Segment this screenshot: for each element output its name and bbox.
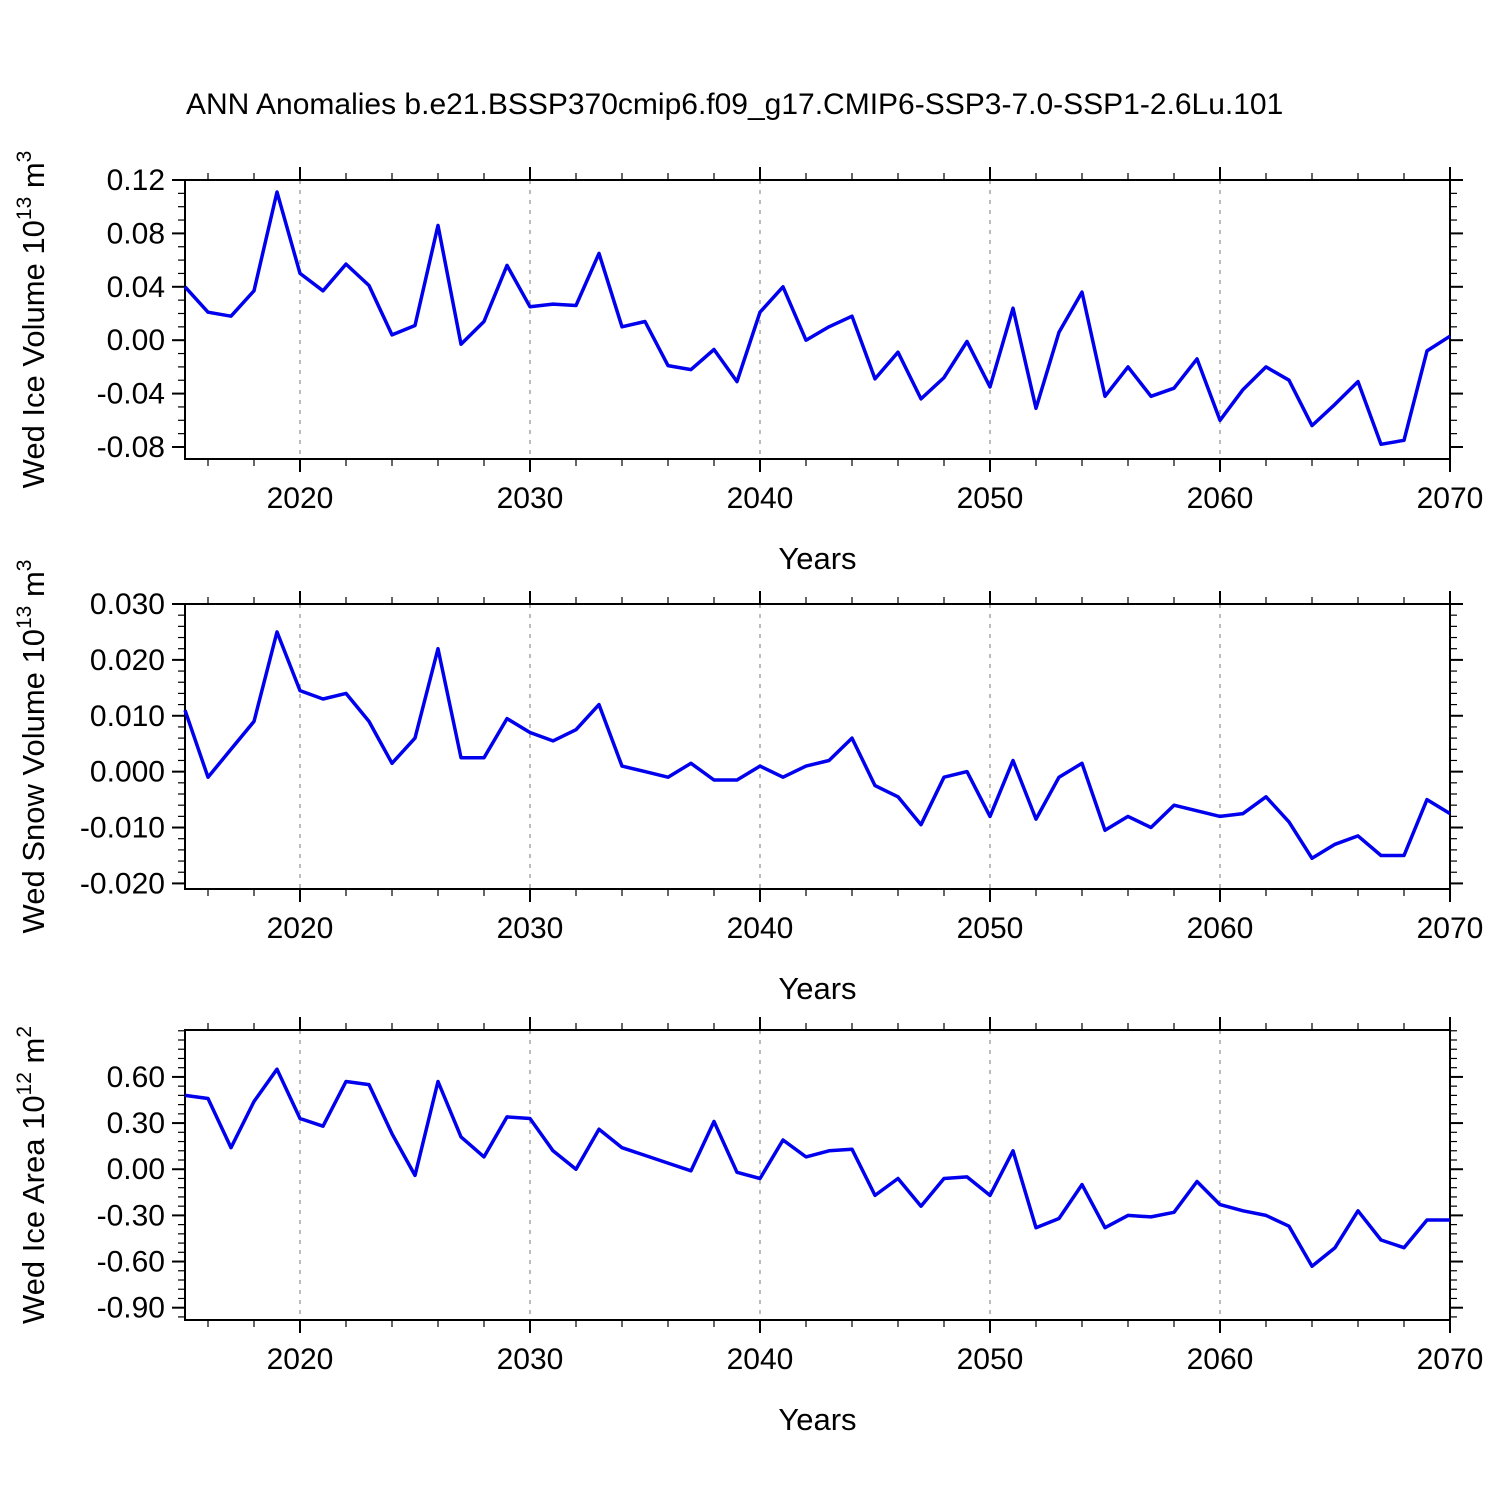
x-tick-label: 2050 — [957, 482, 1024, 515]
x-tick-label: 2070 — [1417, 1343, 1484, 1376]
x-tick-labels: 2020 2030 2040 2050 2060 2070 — [267, 482, 1484, 515]
axis-ticks — [172, 1017, 1463, 1333]
x-tick-label: 2040 — [727, 482, 794, 515]
x-tick-label: 2030 — [497, 912, 564, 945]
x-tick-label: 2030 — [497, 1343, 564, 1376]
series-line-wed-ice-volume — [183, 190, 1451, 447]
axis-ticks — [172, 167, 1463, 472]
x-tick-label: 2070 — [1417, 912, 1484, 945]
y-tick-label: -0.08 — [97, 431, 165, 464]
y-tick-labels: 0.12 0.08 0.04 0.00 -0.04 -0.08 — [97, 164, 165, 464]
chart-title: ANN Anomalies b.e21.BSSP370cmip6.f09_g17… — [186, 88, 1284, 121]
plot-border — [184, 1029, 1451, 1321]
plot-border — [184, 179, 1451, 460]
series-line-wed-ice-area — [184, 1067, 1450, 1268]
x-tick-label: 2030 — [497, 482, 564, 515]
y-tick-label: 0.010 — [90, 700, 165, 733]
x-tick-label: 2040 — [727, 912, 794, 945]
gridlines — [299, 604, 1221, 889]
x-tick-label: 2020 — [267, 482, 334, 515]
y-axis-title: Wed Snow Volume 1013 m3 — [13, 560, 51, 934]
y-axis-title: Wed Ice Volume 1013 m3 — [13, 151, 51, 489]
y-axis-title: Wed Ice Area 1012 m2 — [13, 1026, 51, 1324]
y-tick-labels: 0.030 0.020 0.010 0.000 -0.010 -0.020 — [80, 588, 165, 900]
y-tick-label: 0.030 — [90, 588, 165, 621]
y-tick-label: -0.010 — [80, 812, 165, 845]
x-tick-label: 2060 — [1187, 912, 1254, 945]
y-tick-label: -0.020 — [80, 867, 165, 900]
y-tick-label: 0.12 — [107, 164, 165, 197]
x-tick-label: 2020 — [267, 912, 334, 945]
x-tick-label: 2050 — [957, 912, 1024, 945]
y-tick-label: -0.90 — [97, 1292, 165, 1325]
y-tick-label: -0.04 — [97, 378, 165, 411]
y-tick-label: 0.00 — [107, 1153, 165, 1186]
y-tick-label: -0.30 — [97, 1199, 165, 1232]
y-tick-label: 0.00 — [107, 324, 165, 357]
y-tick-labels: 0.60 0.30 0.00 -0.30 -0.60 -0.90 — [97, 1061, 165, 1325]
x-axis-title: Years — [778, 541, 856, 576]
y-tick-label: 0.04 — [107, 271, 165, 304]
x-tick-labels: 2020 2030 2040 2050 2060 2070 — [267, 1343, 1484, 1376]
gridlines — [299, 1030, 1221, 1320]
x-tick-label: 2040 — [727, 1343, 794, 1376]
x-axis-title: Years — [778, 1402, 856, 1437]
axis-ticks — [172, 591, 1463, 902]
x-axis-title: Years — [778, 971, 856, 1006]
y-tick-label: 0.30 — [107, 1107, 165, 1140]
x-tick-label: 2070 — [1417, 482, 1484, 515]
x-tick-label: 2060 — [1187, 482, 1254, 515]
x-tick-label: 2050 — [957, 1343, 1024, 1376]
y-tick-label: 0.020 — [90, 644, 165, 677]
x-tick-labels: 2020 2030 2040 2050 2060 2070 — [267, 912, 1484, 945]
y-tick-label: 0.08 — [107, 217, 165, 250]
x-tick-label: 2060 — [1187, 1343, 1254, 1376]
y-tick-label: -0.60 — [97, 1246, 165, 1279]
panel-wed-snow-volume: 0.030 0.020 0.010 0.000 -0.010 -0.020 2020 2030… — [13, 560, 1483, 1006]
x-tick-label: 2020 — [267, 1343, 334, 1376]
gridlines — [299, 180, 1221, 459]
y-tick-label: 0.000 — [90, 756, 165, 789]
plot-border — [184, 603, 1451, 890]
series-line-wed-snow-volume — [183, 630, 1451, 861]
y-tick-label: 0.60 — [107, 1061, 165, 1094]
